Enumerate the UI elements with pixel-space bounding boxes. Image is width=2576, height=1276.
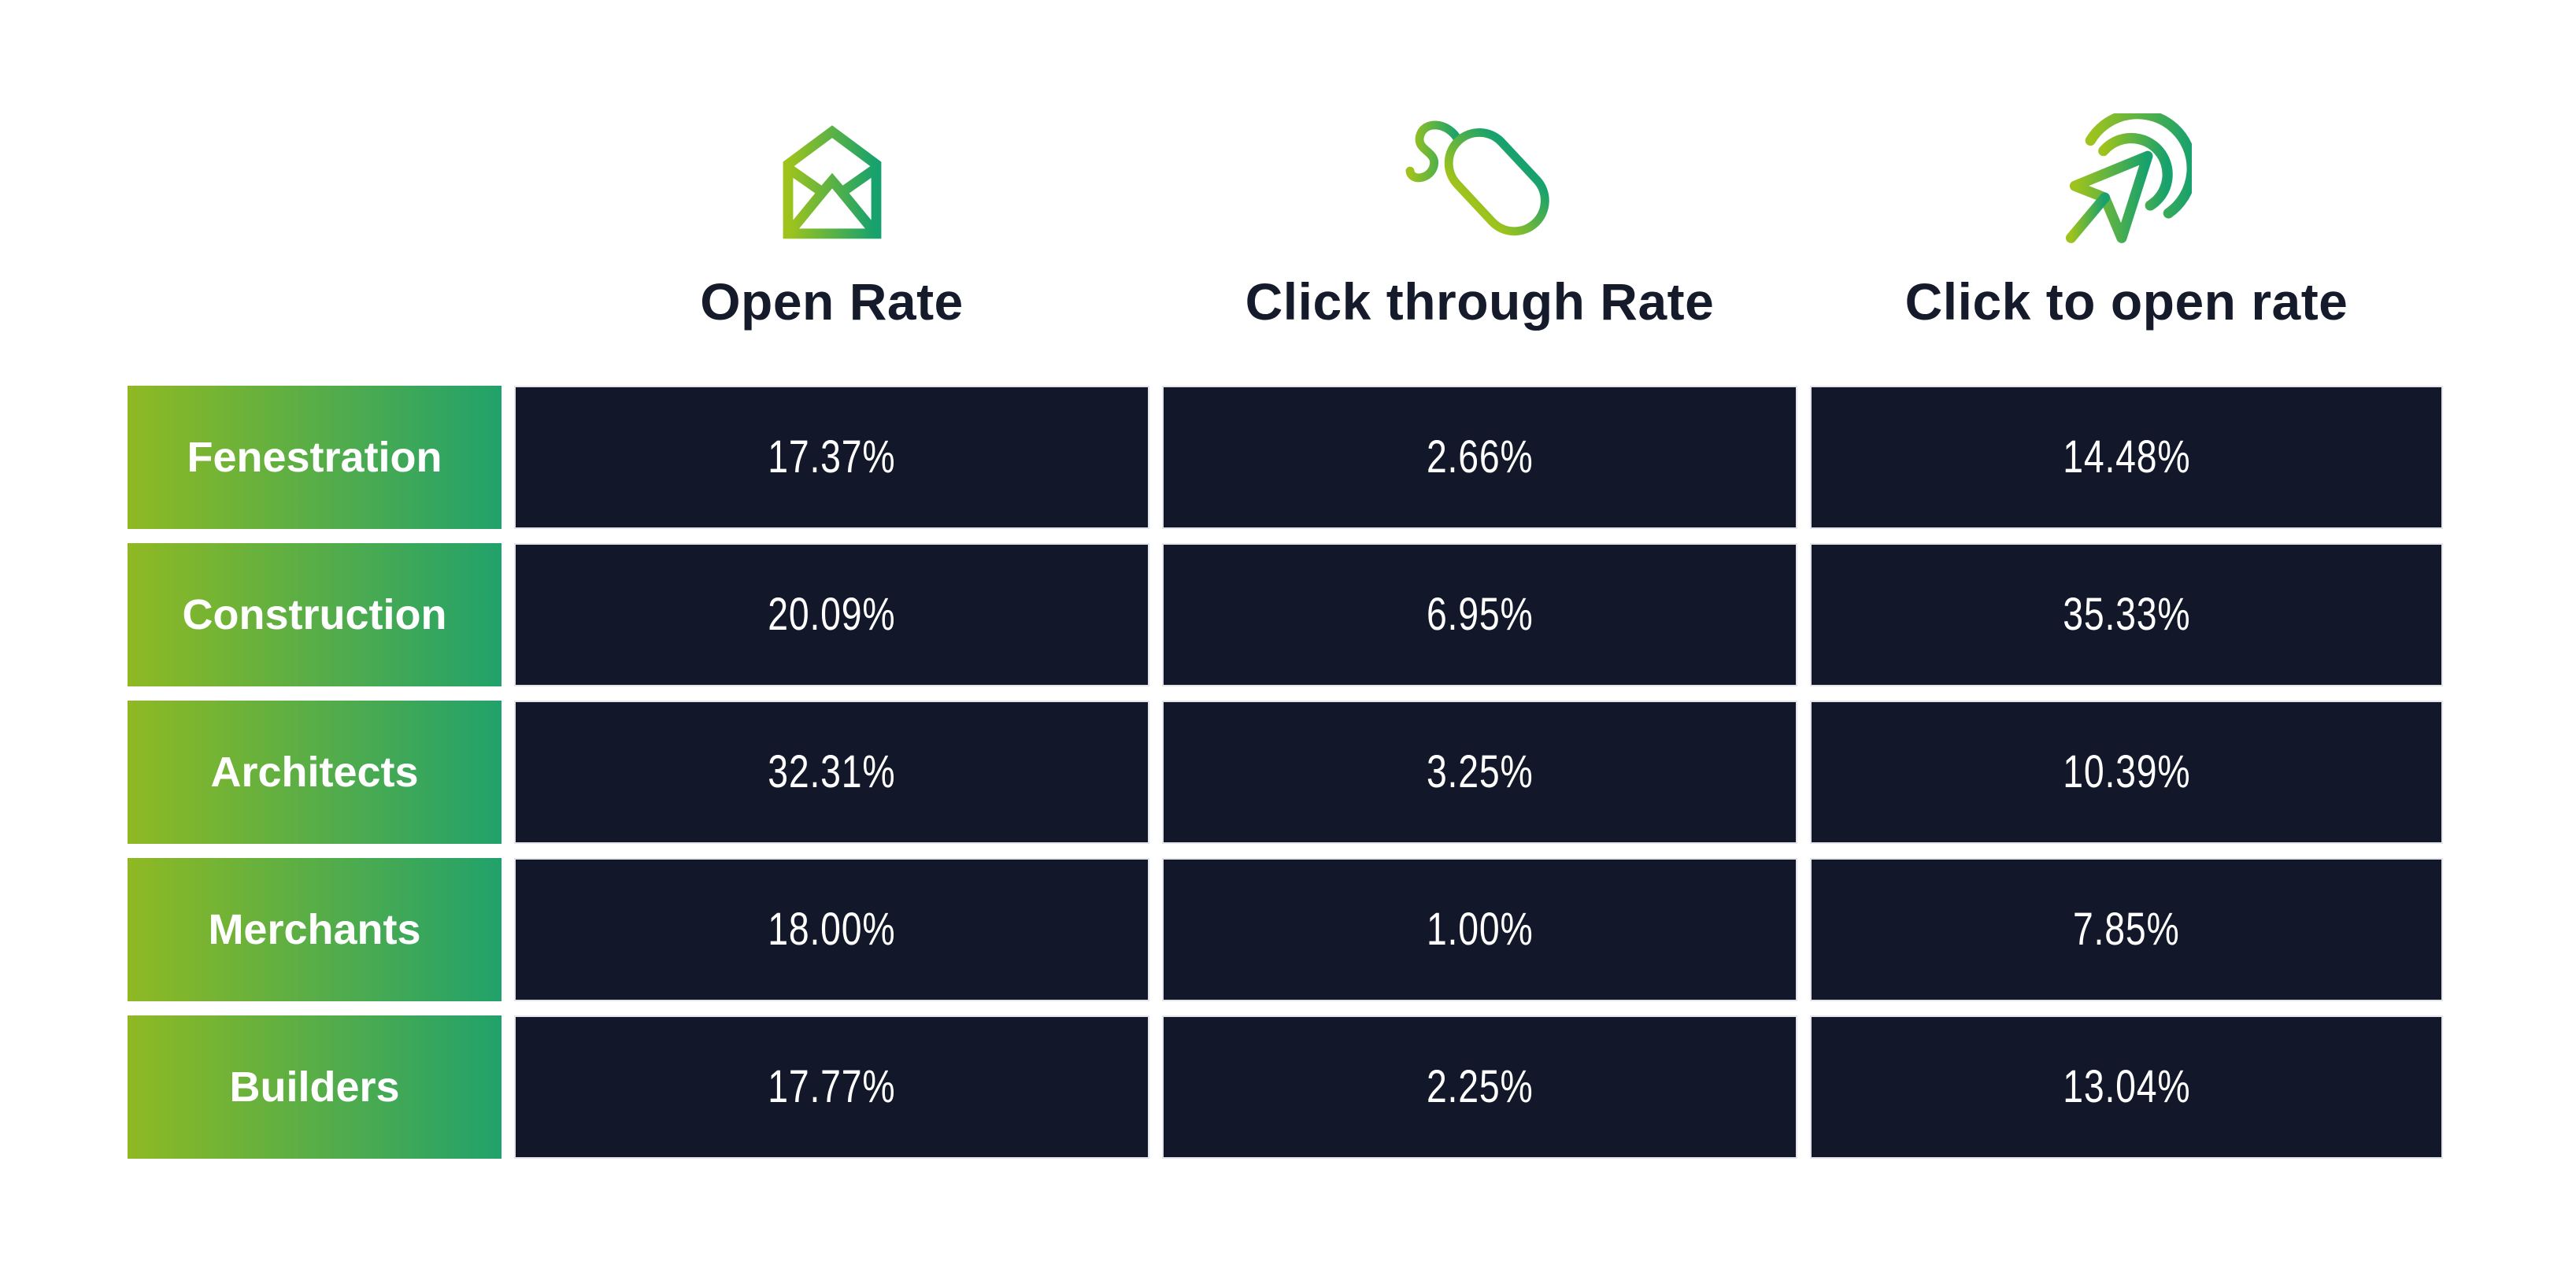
- header-spacer: [128, 112, 502, 372]
- cell-construction-click-through-rate: 6.95%: [1162, 543, 1797, 686]
- cell-fenestration-click-through-rate: 2.66%: [1162, 386, 1797, 529]
- column-title: Click to open rate: [1904, 272, 2348, 331]
- column-header-open-rate: Open Rate: [514, 112, 1149, 372]
- column-title: Click through Rate: [1245, 272, 1715, 331]
- column-title: Open Rate: [700, 272, 964, 331]
- cell-builders-open-rate: 17.77%: [514, 1015, 1149, 1159]
- row-label-architects: Architects: [128, 701, 502, 844]
- open-envelope-icon: [769, 112, 895, 247]
- cell-construction-open-rate: 20.09%: [514, 543, 1149, 686]
- cell-builders-click-through-rate: 2.25%: [1162, 1015, 1797, 1159]
- row-label-builders: Builders: [128, 1015, 502, 1159]
- cell-builders-click-to-open-rate: 13.04%: [1810, 1015, 2443, 1159]
- row-label-fenestration: Fenestration: [128, 386, 502, 529]
- cell-fenestration-open-rate: 17.37%: [514, 386, 1149, 529]
- cell-merchants-click-through-rate: 1.00%: [1162, 858, 1797, 1001]
- cell-construction-click-to-open-rate: 35.33%: [1810, 543, 2443, 686]
- cell-architects-click-to-open-rate: 10.39%: [1810, 701, 2443, 844]
- cursor-radiate-icon: [2062, 112, 2192, 247]
- cell-merchants-open-rate: 18.00%: [514, 858, 1149, 1001]
- cell-fenestration-click-to-open-rate: 14.48%: [1810, 386, 2443, 529]
- mouse-click-icon: [1399, 112, 1560, 247]
- column-header-click-through-rate: Click through Rate: [1162, 112, 1797, 372]
- row-label-construction: Construction: [128, 543, 502, 686]
- column-header-click-to-open-rate: Click to open rate: [1810, 112, 2443, 372]
- cell-architects-click-through-rate: 3.25%: [1162, 701, 1797, 844]
- cell-merchants-click-to-open-rate: 7.85%: [1810, 858, 2443, 1001]
- stats-table: Open Rate Click: [128, 112, 2443, 1159]
- row-label-merchants: Merchants: [128, 858, 502, 1001]
- cell-architects-open-rate: 32.31%: [514, 701, 1149, 844]
